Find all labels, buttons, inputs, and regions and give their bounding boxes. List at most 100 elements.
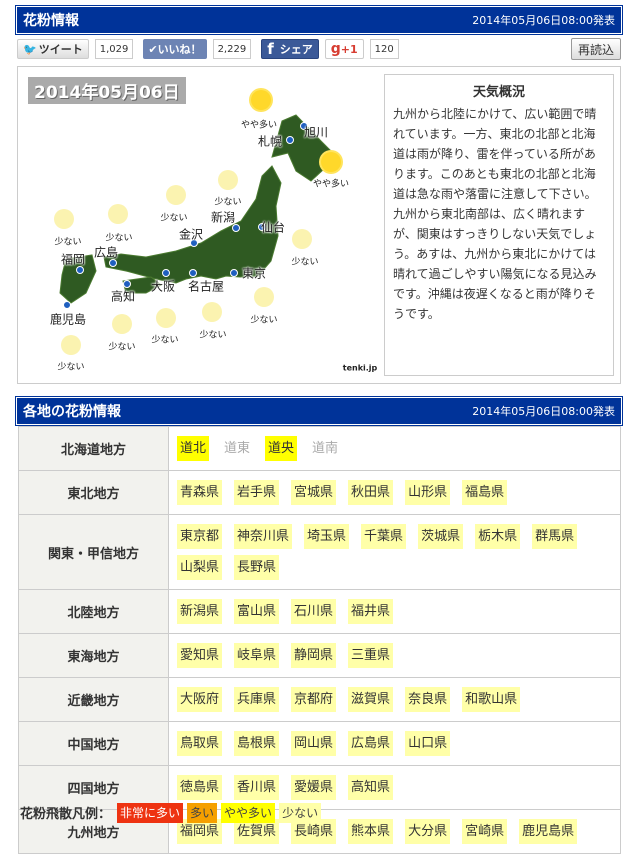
weather-title: 天気概況 bbox=[472, 85, 525, 100]
prefecture-link[interactable]: 山口県 bbox=[405, 731, 451, 756]
city-label: 金沢 bbox=[178, 227, 204, 242]
prefecture-link[interactable]: 熊本県 bbox=[348, 819, 394, 844]
prefecture-link[interactable]: 石川県 bbox=[291, 599, 337, 624]
legend-item: 非常に多い bbox=[117, 803, 184, 823]
pollen-low-icon bbox=[292, 229, 312, 249]
weather-text: 九州から北陸にかけて、広い範囲で晴れています。一方、東北の北部と北海道は雨が降り… bbox=[393, 107, 597, 321]
prefecture-link[interactable]: 岐阜県 bbox=[234, 643, 280, 668]
prefecture-link[interactable]: 東京都 bbox=[177, 524, 223, 549]
prefecture-link[interactable]: 香川県 bbox=[234, 775, 280, 800]
prefecture-link[interactable]: 高知県 bbox=[348, 775, 394, 800]
prefecture-link[interactable]: 埼玉県 bbox=[304, 524, 350, 549]
facebook-share-button[interactable]: f シェア bbox=[261, 39, 319, 59]
prefecture-link[interactable]: 道南 bbox=[312, 441, 339, 456]
city-marker bbox=[286, 136, 294, 144]
twitter-bird-icon: 🐦 bbox=[23, 42, 37, 56]
region-name: 関東・甲信地方 bbox=[18, 514, 169, 590]
city-label: 仙台 bbox=[260, 220, 286, 235]
pollen-level-label: 少ない bbox=[105, 233, 133, 244]
prefecture-link[interactable]: 広島県 bbox=[348, 731, 394, 756]
map-credit: tenki.jp bbox=[342, 363, 378, 373]
legend-item: 少ない bbox=[279, 803, 322, 823]
prefecture-link[interactable]: 宮崎県 bbox=[462, 819, 508, 844]
pollen-level-label: 少ない bbox=[151, 335, 179, 346]
prefecture-link[interactable]: 道東 bbox=[224, 441, 251, 456]
legend-title: 花粉飛散凡例： bbox=[20, 807, 112, 822]
prefecture-link[interactable]: 三重県 bbox=[348, 643, 394, 668]
prefecture-link[interactable]: 青森県 bbox=[177, 480, 223, 505]
legend-item: やや多い bbox=[221, 803, 276, 823]
prefecture-link[interactable]: 栃木県 bbox=[475, 524, 521, 549]
prefecture-link[interactable]: 富山県 bbox=[234, 599, 280, 624]
region-row: 中国地方 鳥取県 島根県 岡山県 広島県 山口県 bbox=[18, 721, 621, 766]
check-icon: ✔ bbox=[148, 42, 158, 56]
region-row: 北陸地方 新潟県 富山県 石川県 福井県 bbox=[18, 589, 621, 634]
prefecture-list: 東京都 神奈川県 埼玉県 千葉県 茨城県 栃木県 群馬県山梨県 長野県 bbox=[168, 514, 621, 590]
region-row: 近畿地方 大阪府 兵庫県 京都府 滋賀県 奈良県 和歌山県 bbox=[18, 677, 621, 722]
prefecture-link[interactable]: 長野県 bbox=[234, 555, 280, 580]
city-marker bbox=[300, 122, 308, 130]
pollen-level-label: やや多い bbox=[240, 120, 278, 131]
japan-map-image bbox=[59, 114, 337, 304]
pollen-low-icon bbox=[112, 314, 132, 334]
prefecture-link[interactable]: 鳥取県 bbox=[177, 731, 223, 756]
prefecture-link[interactable]: 愛知県 bbox=[177, 643, 223, 668]
tweet-button[interactable]: 🐦 ツイート bbox=[17, 39, 89, 59]
prefecture-list: 大阪府 兵庫県 京都府 滋賀県 奈良県 和歌山県 bbox=[168, 677, 621, 722]
prefecture-link[interactable]: 千葉県 bbox=[361, 524, 407, 549]
prefecture-list: 青森県 岩手県 宮城県 秋田県 山形県 福島県 bbox=[168, 470, 621, 515]
regions-header: 各地の花粉情報 2014年05月06日08:00発表 bbox=[15, 396, 623, 426]
city-marker bbox=[109, 259, 117, 267]
pollen-low-icon bbox=[218, 170, 238, 190]
prefecture-link[interactable]: 茨城県 bbox=[418, 524, 464, 549]
prefecture-list: 愛知県 岐阜県 静岡県 三重県 bbox=[168, 633, 621, 678]
prefecture-link[interactable]: 福島県 bbox=[462, 480, 508, 505]
prefecture-link[interactable]: 新潟県 bbox=[177, 599, 223, 624]
prefecture-link[interactable]: 奈良県 bbox=[405, 687, 451, 712]
city-marker bbox=[190, 239, 198, 247]
prefecture-link[interactable]: 秋田県 bbox=[348, 480, 394, 505]
city-label: 旭川 bbox=[303, 125, 329, 140]
city-marker bbox=[232, 224, 240, 232]
prefecture-link[interactable]: 群馬県 bbox=[532, 524, 578, 549]
prefecture-link[interactable]: 大阪府 bbox=[177, 687, 223, 712]
prefecture-list: 新潟県 富山県 石川県 福井県 bbox=[168, 589, 621, 634]
pollen-level-label: 少ない bbox=[214, 197, 242, 208]
prefecture-link[interactable]: 和歌山県 bbox=[462, 687, 521, 712]
city-label: 鹿児島 bbox=[49, 312, 87, 327]
city-marker bbox=[123, 280, 131, 288]
prefecture-link[interactable]: 徳島県 bbox=[177, 775, 223, 800]
region-row: 関東・甲信地方 東京都 神奈川県 埼玉県 千葉県 茨城県 栃木県 群馬県山梨県 長野県 bbox=[18, 514, 621, 590]
city-marker bbox=[63, 301, 71, 309]
city-label: 高知 bbox=[110, 289, 136, 304]
prefecture-link[interactable]: 滋賀県 bbox=[348, 687, 394, 712]
map-panel: 2014年05月06日 旭川 札幌 新潟 仙台 金沢 広島 福岡 大阪 名古屋 東京 高知 鹿児島 やや… bbox=[17, 66, 621, 384]
prefecture-link[interactable]: 愛媛県 bbox=[291, 775, 337, 800]
prefecture-link[interactable]: 福井県 bbox=[348, 599, 394, 624]
prefecture-link[interactable]: 道央 bbox=[265, 436, 298, 461]
prefecture-link[interactable]: 道北 bbox=[177, 436, 210, 461]
tweet-count: 1,029 bbox=[94, 39, 134, 59]
prefecture-link[interactable]: 岩手県 bbox=[234, 480, 280, 505]
prefecture-link[interactable]: 山梨県 bbox=[177, 555, 223, 580]
prefecture-link[interactable]: 静岡県 bbox=[291, 643, 337, 668]
like-count: 2,229 bbox=[212, 39, 252, 59]
prefecture-link[interactable]: 宮城県 bbox=[291, 480, 337, 505]
pollen-level-label: 少ない bbox=[160, 213, 188, 224]
pollen-low-icon bbox=[156, 308, 176, 328]
city-label: 札幌 bbox=[257, 134, 283, 149]
prefecture-link[interactable]: 岡山県 bbox=[291, 731, 337, 756]
prefecture-link[interactable]: 山形県 bbox=[405, 480, 451, 505]
city-marker bbox=[230, 269, 238, 277]
like-button[interactable]: ✔ いいね！ bbox=[143, 39, 207, 59]
weather-summary: 天気概況 九州から北陸にかけて、広い範囲で晴れています。一方、東北の北部と北海道… bbox=[384, 74, 614, 376]
prefecture-link[interactable]: 島根県 bbox=[234, 731, 280, 756]
prefecture-link[interactable]: 京都府 bbox=[291, 687, 337, 712]
gplus-button[interactable]: g +1 bbox=[324, 39, 364, 59]
prefecture-link[interactable]: 神奈川県 bbox=[234, 524, 293, 549]
prefecture-link[interactable]: 鹿児島県 bbox=[519, 819, 578, 844]
prefecture-link[interactable]: 兵庫県 bbox=[234, 687, 280, 712]
pollen-level-label: 少ない bbox=[108, 342, 136, 353]
prefecture-link[interactable]: 大分県 bbox=[405, 819, 451, 844]
reload-button[interactable]: 再読込 bbox=[570, 38, 621, 60]
